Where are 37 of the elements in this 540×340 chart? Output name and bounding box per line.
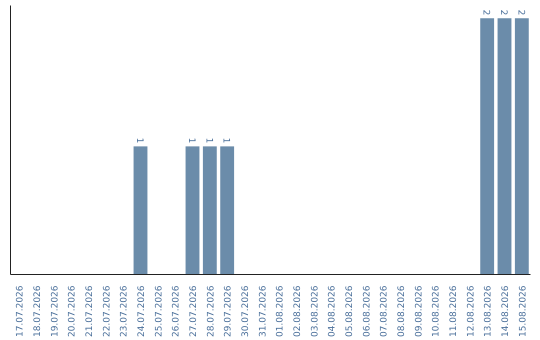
x-tick-label: 28.07.2026	[206, 285, 216, 338]
x-tick-label: 30.07.2026	[241, 285, 251, 338]
x-tick-label: 31.07.2026	[258, 285, 268, 338]
x-tick-label: 10.08.2026	[432, 285, 442, 338]
x-tick-label: 22.07.2026	[102, 285, 112, 338]
data-label: 2	[515, 10, 526, 16]
x-tick-label: 24.07.2026	[137, 285, 147, 338]
x-tick-label: 07.08.2026	[380, 285, 390, 338]
data-label: 1	[134, 138, 144, 144]
x-tick-label: 17.07.2026	[16, 285, 26, 338]
data-label: 1	[186, 138, 196, 144]
x-tick-label: 01.08.2026	[276, 285, 286, 338]
x-tick-label: 20.07.2026	[68, 285, 78, 338]
x-tick-label: 21.07.2026	[85, 285, 95, 338]
x-tick-label: 13.08.2026	[484, 285, 494, 338]
x-tick-label: 11.08.2026	[449, 285, 459, 338]
data-label: 2	[480, 10, 491, 16]
x-tick-label: 03.08.2026	[310, 285, 320, 338]
x-tick-label: 12.08.2026	[466, 285, 476, 338]
x-tick-label: 02.08.2026	[293, 285, 303, 338]
x-tick-label: 29.07.2026	[224, 285, 234, 338]
x-tick-label: 14.08.2026	[501, 285, 511, 338]
x-tick-label: 26.07.2026	[172, 285, 182, 338]
x-tick-label: 19.07.2026	[50, 285, 60, 338]
data-label: 2	[498, 10, 508, 16]
x-tick-label: 08.08.2026	[397, 285, 407, 338]
x-tick-label: 04.08.2026	[328, 285, 338, 338]
x-tick-label: 15.08.2026	[518, 285, 528, 338]
x-tick-label: 23.07.2026	[120, 285, 130, 338]
x-tick-label: 25.07.2026	[154, 285, 164, 338]
x-tick-label: 18.07.2026	[33, 285, 43, 338]
x-tick-label: 06.08.2026	[362, 285, 372, 338]
x-tick-label: 05.08.2026	[345, 285, 355, 338]
x-tick-label: 27.07.2026	[189, 285, 199, 338]
data-label: 1	[220, 138, 231, 144]
x-tick-label: 09.08.2026	[414, 285, 424, 338]
data-label: 1	[203, 138, 214, 144]
